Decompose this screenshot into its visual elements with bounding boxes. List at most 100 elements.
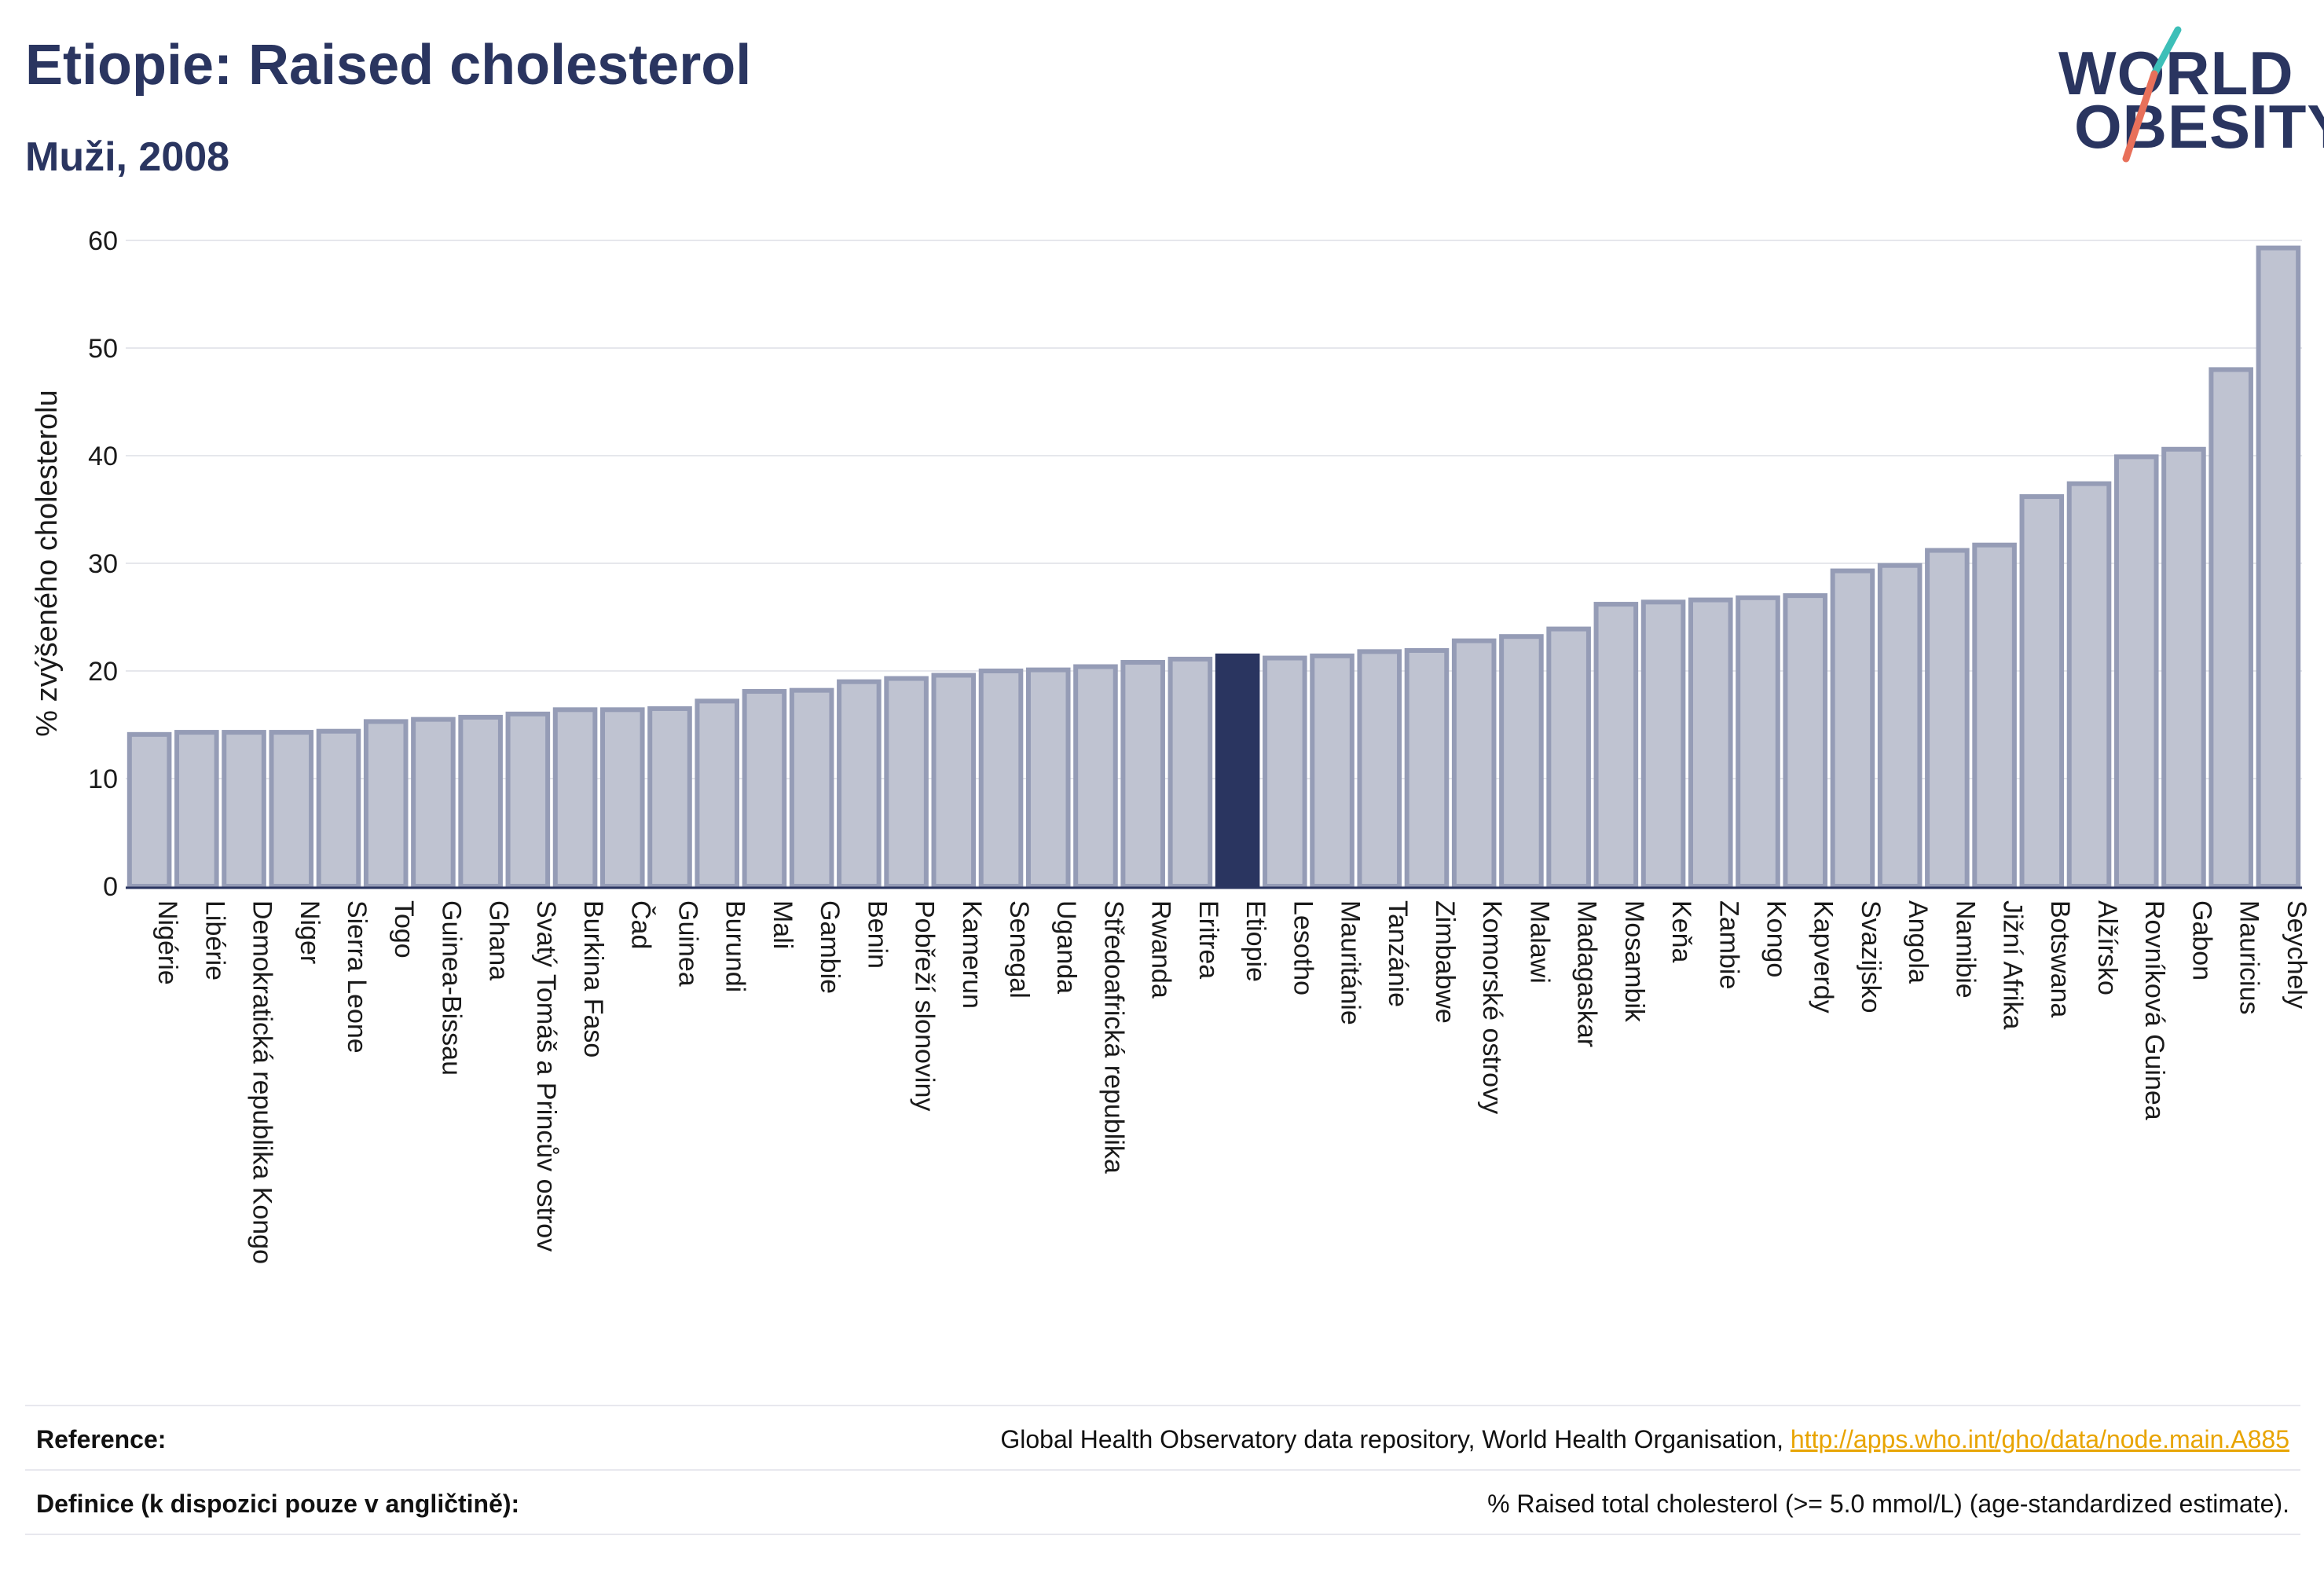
x-tick-label: Mosambik (1619, 900, 1649, 1023)
bar-38[interactable] (1877, 563, 1923, 889)
bar-36[interactable] (1783, 593, 1828, 889)
bar-1[interactable] (126, 731, 172, 889)
x-tick-label: Rovníková Guinea (2139, 900, 2169, 1120)
y-tick-label: 0 (103, 872, 118, 902)
x-axis-labels: Nigérie Libérie Demokratická republika Kon… (152, 900, 2311, 1264)
footer-divider-top (25, 1405, 2300, 1406)
bar-9[interactable] (505, 711, 551, 889)
x-tick-label: Madagaskar (1572, 900, 1602, 1047)
bar-27[interactable] (1357, 649, 1402, 889)
bar-22[interactable] (1120, 660, 1165, 889)
bar-20[interactable] (1025, 667, 1071, 889)
x-tick-label: Nigérie (152, 900, 182, 985)
bar-chart: 0 10 20 30 40 50 60 Nigérie Libérie Demokratická… (31, 226, 2311, 1264)
x-tick-label: Mauricius (2234, 900, 2264, 1014)
bar-3[interactable] (222, 730, 266, 889)
bar-42[interactable] (2066, 481, 2112, 889)
y-axis-ticks: 0 10 20 30 40 50 60 (88, 226, 118, 902)
bar-13[interactable] (695, 698, 740, 889)
x-tick-label: Kongo (1761, 900, 1791, 977)
x-tick-label: Seychely (2282, 900, 2311, 1009)
bar-41[interactable] (2019, 494, 2065, 889)
x-tick-label: Burundi (720, 900, 750, 992)
reference-source: Global Health Observatory data repositor… (1000, 1425, 1791, 1453)
y-tick-label: 40 (88, 442, 118, 471)
reference-link[interactable]: http://apps.who.int/gho/data/node.main.A… (1790, 1425, 2289, 1453)
bar-17[interactable] (884, 676, 929, 889)
bar-37[interactable] (1830, 568, 1875, 889)
y-tick-label: 10 (88, 764, 118, 794)
x-tick-label: Lesotho (1288, 900, 1318, 995)
bar-24[interactable] (1215, 653, 1260, 889)
logo-word-world: WORLD (2058, 38, 2294, 108)
y-tick-label: 50 (88, 334, 118, 364)
x-tick-label: Gabon (2187, 900, 2216, 980)
x-tick-label: Svatý Tomáš a Princův ostrov (531, 900, 561, 1252)
x-tick-label: Mali (768, 900, 797, 949)
definition-label: Definice (k dispozici pouze v angličtině… (36, 1490, 520, 1518)
x-tick-label: Uganda (1051, 900, 1081, 994)
x-tick-label: Tanzánie (1383, 900, 1413, 1007)
x-tick-label: Burkina Faso (578, 900, 608, 1057)
bar-10[interactable] (552, 707, 598, 889)
bar-43[interactable] (2113, 454, 2159, 889)
x-tick-label: Gambie (815, 900, 845, 994)
bar-40[interactable] (1972, 542, 2017, 889)
bar-18[interactable] (931, 673, 977, 889)
bar-32[interactable] (1593, 602, 1639, 889)
y-tick-label: 60 (88, 226, 118, 256)
x-tick-label: Guinea (673, 900, 703, 987)
x-tick-label: Ghana (484, 900, 514, 980)
x-tick-label: Zambie (1714, 900, 1743, 989)
x-tick-label: Mauritánie (1336, 900, 1365, 1025)
bar-34[interactable] (1688, 597, 1733, 889)
bar-19[interactable] (978, 669, 1024, 889)
x-tick-label: Angola (1903, 900, 1933, 984)
bar-29[interactable] (1451, 638, 1497, 889)
bar-4[interactable] (269, 730, 314, 889)
bar-39[interactable] (1925, 548, 1970, 889)
y-tick-label: 20 (88, 657, 118, 687)
x-tick-label: Demokratická republika Kongo (247, 900, 277, 1264)
bar-6[interactable] (363, 719, 409, 889)
x-tick-label: Alžírsko (2092, 900, 2122, 995)
definition-text: % Raised total cholesterol (>= 5.0 mmol/… (1487, 1490, 2289, 1518)
bar-2[interactable] (174, 730, 219, 889)
bar-23[interactable] (1167, 656, 1213, 889)
x-tick-label: Eritrea (1193, 900, 1223, 979)
bar-7[interactable] (411, 717, 456, 889)
x-tick-label: Středoafrická republika (1098, 900, 1128, 1174)
footer-divider-bottom (25, 1534, 2300, 1535)
chart-title: Etiopie: Raised cholesterol (25, 34, 752, 97)
bar-31[interactable] (1546, 626, 1591, 889)
logo-slash-icon (2122, 26, 2182, 163)
logo-word-obesity: OBESITY (2074, 92, 2324, 161)
x-tick-label: Etiopie (1241, 900, 1270, 982)
bar-14[interactable] (742, 689, 787, 889)
x-tick-label: Benin (862, 900, 892, 969)
x-tick-label: Zimbabwe (1430, 900, 1460, 1024)
bar-46[interactable] (2256, 245, 2301, 889)
bar-44[interactable] (2161, 446, 2206, 889)
bar-12[interactable] (647, 706, 692, 889)
bar-5[interactable] (316, 728, 361, 889)
bar-16[interactable] (837, 679, 882, 889)
reference-label: Reference: (36, 1425, 167, 1453)
x-tick-label: Čad (625, 900, 655, 949)
x-tick-label: Jižní Afrika (1998, 900, 2028, 1029)
bar-45[interactable] (2209, 367, 2253, 889)
bar-26[interactable] (1310, 653, 1354, 889)
bar-21[interactable] (1073, 664, 1118, 889)
bar-30[interactable] (1499, 634, 1544, 889)
x-tick-label: Malawi (1524, 900, 1554, 984)
bars (126, 245, 2301, 889)
bar-11[interactable] (599, 707, 645, 889)
x-tick-label: Svazijsko (1856, 900, 1886, 1013)
bar-25[interactable] (1263, 655, 1307, 889)
x-tick-label: Kamerun (957, 900, 987, 1009)
bar-35[interactable] (1736, 595, 1780, 889)
bar-15[interactable] (789, 687, 834, 889)
bar-33[interactable] (1640, 599, 1686, 889)
bar-28[interactable] (1404, 647, 1450, 889)
bar-8[interactable] (458, 714, 503, 889)
